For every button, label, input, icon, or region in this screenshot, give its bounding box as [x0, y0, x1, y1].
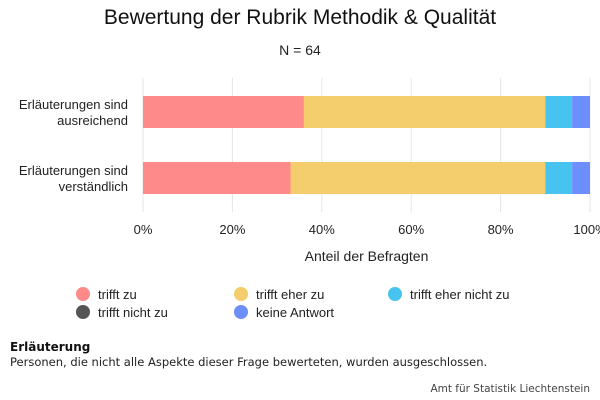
legend-label: trifft nicht zu [98, 304, 168, 320]
bar-segment-1-0 [143, 162, 291, 194]
x-tick-label-0: 0% [134, 222, 153, 237]
legend-label: trifft zu [98, 286, 137, 302]
stacked-bar-chart: Erläuterungen sind ausreichendErläuterung… [19, 78, 600, 264]
bar-segment-1-1 [290, 162, 546, 194]
chart-legend: trifft zu trifft eher zu trifft eher nicht… [76, 285, 586, 325]
chart-title: Bewertung der Rubrik Methodik & Qualität [103, 6, 497, 29]
note-title: Erläuterung [10, 340, 91, 354]
legend-swatch [388, 287, 402, 301]
category-label-line: Erläuterungen sind [19, 97, 128, 112]
bar-segment-0-4 [572, 96, 590, 128]
legend-item: keine Antwort [234, 303, 334, 321]
legend-swatch [234, 287, 248, 301]
legend-item: trifft eher nicht zu [388, 285, 509, 303]
bar-segment-1-2 [545, 162, 573, 194]
x-axis-label: Anteil der Befragten [305, 248, 429, 264]
legend-item: trifft eher zu [234, 285, 324, 303]
bar-segment-0-1 [303, 96, 546, 128]
legend-swatch [76, 305, 90, 319]
x-tick-label-1: 20% [219, 222, 245, 237]
legend-label: trifft eher zu [256, 286, 325, 302]
legend-item: trifft nicht zu [76, 303, 168, 321]
x-tick-label-2: 40% [309, 222, 335, 237]
category-label-line: ausreichend [57, 113, 128, 128]
bar-segment-0-0 [143, 96, 304, 128]
source-credit: Amt für Statistik Liechtenstein [430, 383, 590, 395]
category-label-line: Erläuterungen sind [19, 163, 128, 178]
bar-segment-0-2 [545, 96, 573, 128]
category-label-line: verständlich [59, 179, 128, 194]
legend-label: keine Antwort [256, 304, 335, 320]
note-text: Personen, die nicht alle Aspekte dieser … [10, 355, 488, 369]
category-label-0: Erläuterungen sind ausreichend [19, 97, 128, 128]
category-label-1: Erläuterungen sind verständlich [19, 163, 128, 194]
chart-subtitle: N = 64 [279, 42, 321, 58]
legend-item: trifft zu [76, 285, 137, 303]
legend-swatch [76, 287, 90, 301]
x-tick-label-5: 100% [573, 222, 600, 237]
x-tick-label-4: 80% [488, 222, 514, 237]
x-tick-label-3: 60% [398, 222, 424, 237]
legend-swatch [234, 305, 248, 319]
legend-label: trifft eher nicht zu [410, 286, 510, 302]
bar-segment-1-4 [572, 162, 590, 194]
